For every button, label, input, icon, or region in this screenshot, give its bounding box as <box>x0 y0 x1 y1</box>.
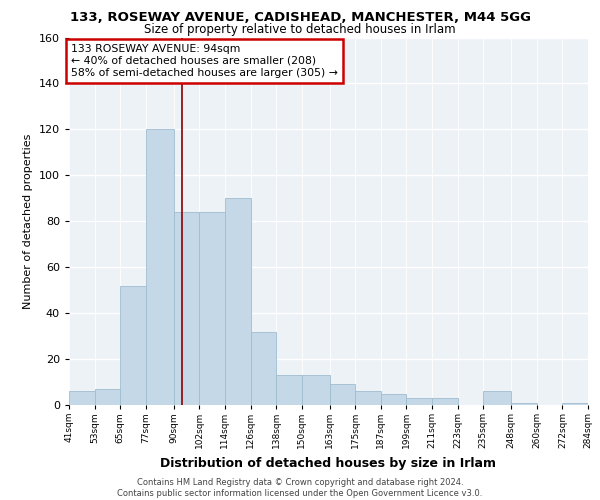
Bar <box>562 402 588 405</box>
Bar <box>355 391 381 405</box>
Bar <box>511 402 537 405</box>
Bar <box>120 286 146 405</box>
Bar <box>146 130 173 405</box>
Bar <box>251 332 276 405</box>
Bar <box>276 375 302 405</box>
Bar <box>225 198 251 405</box>
Bar <box>95 389 120 405</box>
Bar <box>381 394 406 405</box>
Text: Contains HM Land Registry data © Crown copyright and database right 2024.
Contai: Contains HM Land Registry data © Crown c… <box>118 478 482 498</box>
Text: Size of property relative to detached houses in Irlam: Size of property relative to detached ho… <box>144 22 456 36</box>
Bar <box>484 391 511 405</box>
Bar <box>406 398 432 405</box>
Bar <box>69 391 95 405</box>
Text: 133 ROSEWAY AVENUE: 94sqm
← 40% of detached houses are smaller (208)
58% of semi: 133 ROSEWAY AVENUE: 94sqm ← 40% of detac… <box>71 44 338 78</box>
Bar <box>432 398 458 405</box>
Bar <box>329 384 355 405</box>
Bar <box>199 212 225 405</box>
X-axis label: Distribution of detached houses by size in Irlam: Distribution of detached houses by size … <box>161 456 497 469</box>
Bar <box>173 212 199 405</box>
Text: 133, ROSEWAY AVENUE, CADISHEAD, MANCHESTER, M44 5GG: 133, ROSEWAY AVENUE, CADISHEAD, MANCHEST… <box>70 11 530 24</box>
Y-axis label: Number of detached properties: Number of detached properties <box>23 134 33 309</box>
Bar <box>302 375 329 405</box>
